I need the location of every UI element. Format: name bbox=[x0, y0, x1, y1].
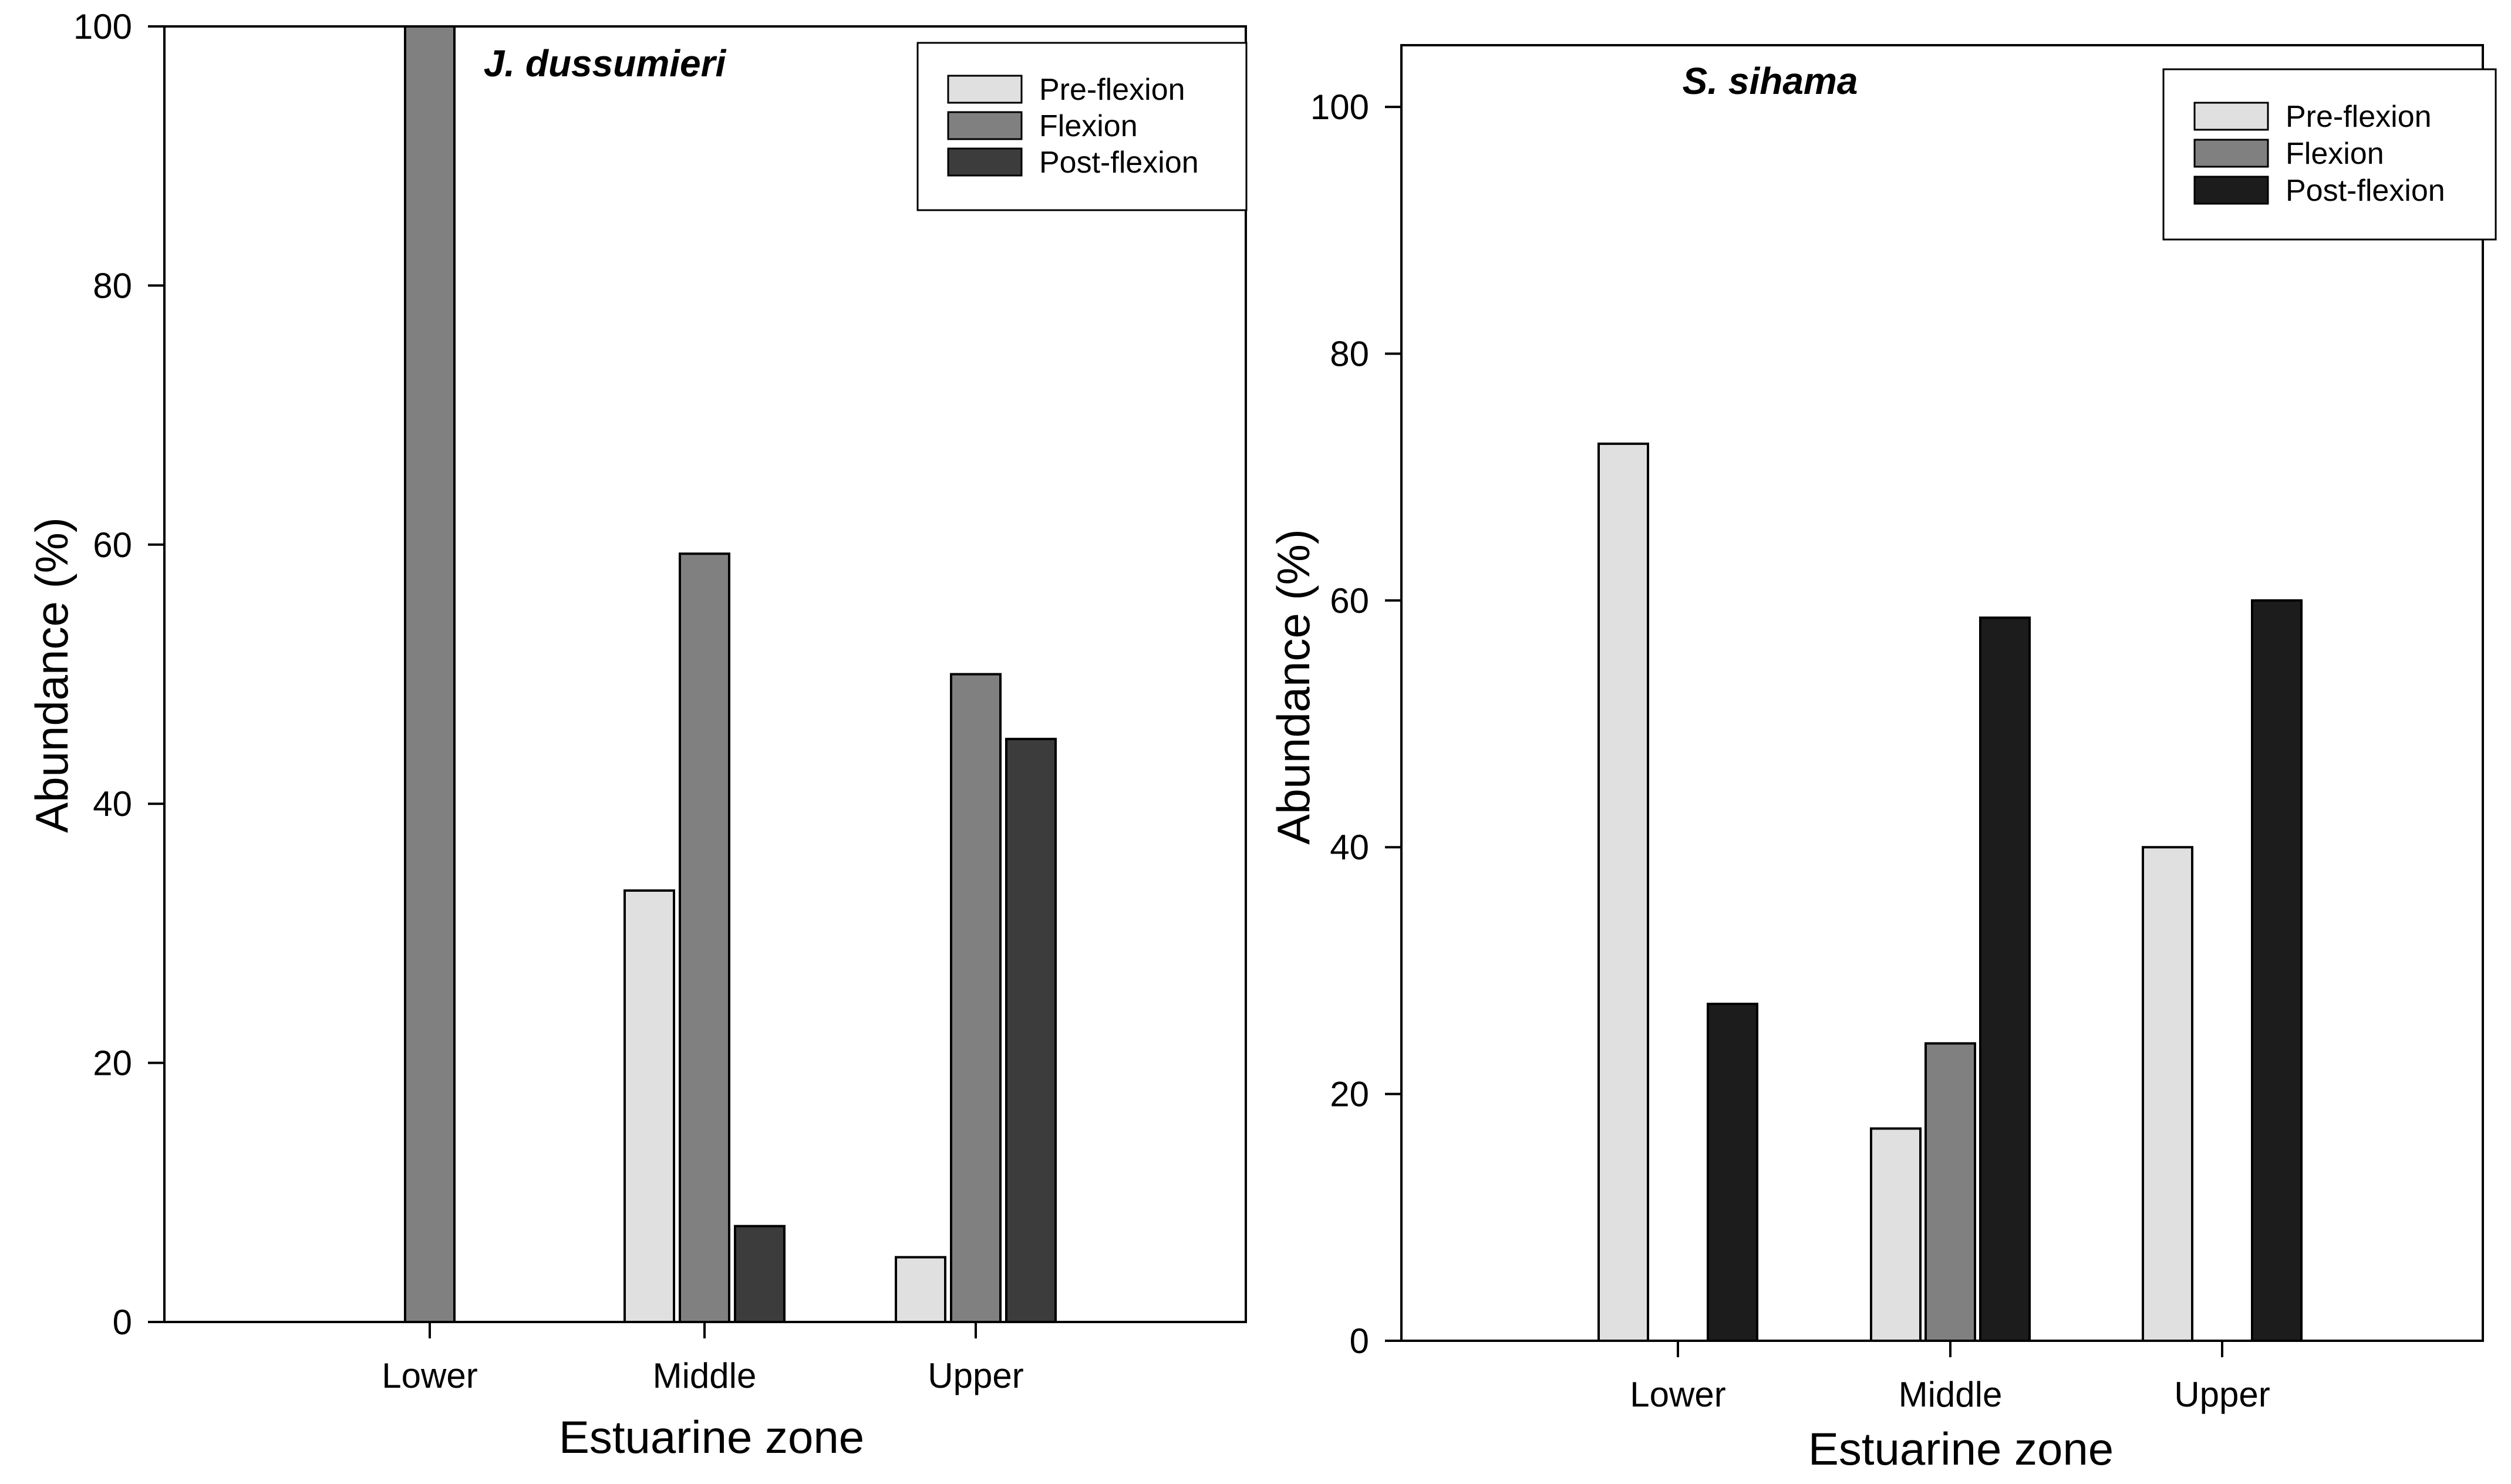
bar-post-flexion-upper bbox=[1005, 737, 1057, 1323]
y-tick-label: 20 bbox=[93, 1044, 132, 1083]
bar-post-flexion-upper bbox=[2251, 599, 2303, 1342]
x-tick-label-upper: Upper bbox=[928, 1356, 1023, 1395]
y-tick-label: 0 bbox=[113, 1303, 132, 1342]
bar-pre-flexion-middle bbox=[623, 889, 675, 1323]
y-tick-label: 40 bbox=[1330, 828, 1369, 867]
legend-swatch-flexion bbox=[947, 111, 1023, 140]
bar-pre-flexion-upper bbox=[895, 1256, 946, 1323]
bar-post-flexion-middle bbox=[734, 1225, 786, 1323]
legend-label-flexion: Flexion bbox=[2286, 137, 2384, 171]
y-tick-label: 100 bbox=[1310, 87, 1369, 127]
x-tick-label-upper: Upper bbox=[2174, 1375, 2270, 1414]
y-tick-label: 60 bbox=[93, 525, 132, 565]
legend-label-pre-flexion: Pre-flexion bbox=[2286, 100, 2432, 134]
y-axis-title-right: Abundance (%) bbox=[1268, 529, 1319, 845]
legend-swatch-pre-flexion bbox=[947, 75, 1023, 104]
bar-flexion-lower bbox=[404, 25, 456, 1323]
legend-label-pre-flexion: Pre-flexion bbox=[1039, 73, 1185, 107]
y-tick-label: 80 bbox=[1330, 334, 1369, 373]
legend-swatch-post-flexion bbox=[947, 147, 1023, 177]
bar-flexion-upper bbox=[950, 673, 1002, 1323]
y-tick-label: 60 bbox=[1330, 581, 1369, 620]
y-tick-label: 40 bbox=[93, 784, 132, 824]
x-tick-label-lower: Lower bbox=[382, 1356, 477, 1395]
bar-pre-flexion-lower bbox=[1597, 442, 1649, 1342]
x-tick-label-middle: Middle bbox=[653, 1356, 757, 1395]
legend-label-post-flexion: Post-flexion bbox=[2286, 174, 2445, 208]
x-tick-label-middle: Middle bbox=[1899, 1375, 2003, 1414]
bars-left bbox=[404, 25, 1057, 1323]
bar-flexion-middle bbox=[1924, 1042, 1976, 1342]
bar-post-flexion-lower bbox=[1707, 1003, 1758, 1343]
legend-swatch-post-flexion bbox=[2193, 176, 2269, 205]
y-axis-left: 0 20 40 60 80 100 bbox=[73, 7, 164, 1342]
bar-flexion-middle bbox=[679, 552, 730, 1323]
bar-pre-flexion-middle bbox=[1870, 1127, 1922, 1343]
y-tick-label: 0 bbox=[1350, 1321, 1369, 1361]
y-axis-right: 0 20 40 60 80 100 bbox=[1310, 87, 1401, 1361]
y-axis-title-left: Abundance (%) bbox=[26, 517, 77, 833]
panel-title-right: S. sihama bbox=[1683, 60, 1858, 102]
x-axis-title-left: Estuarine zone bbox=[559, 1411, 864, 1463]
legend-label-flexion: Flexion bbox=[1039, 109, 1138, 143]
legend-swatch-flexion bbox=[2193, 139, 2269, 168]
legend-swatch-pre-flexion bbox=[2193, 102, 2269, 131]
bar-post-flexion-middle bbox=[1979, 616, 2031, 1342]
panel-title-left: J. dussumieri bbox=[484, 42, 727, 85]
x-axis-left: Lower Middle Upper bbox=[382, 1322, 1024, 1395]
x-axis-title-right: Estuarine zone bbox=[1808, 1423, 2114, 1475]
y-tick-label: 20 bbox=[1330, 1075, 1369, 1114]
y-tick-label: 100 bbox=[73, 7, 132, 46]
bar-pre-flexion-upper bbox=[2142, 846, 2193, 1342]
x-axis-right: Lower Middle Upper bbox=[1630, 1341, 2270, 1414]
y-tick-label: 80 bbox=[93, 266, 132, 305]
x-tick-label-lower: Lower bbox=[1630, 1375, 1725, 1414]
legend-label-post-flexion: Post-flexion bbox=[1039, 146, 1199, 180]
panel-j-dussumieri: J. dussumieri 0 20 40 60 80 100 Lower Middle Up… bbox=[26, 7, 1248, 1463]
bars-right bbox=[1597, 442, 2303, 1343]
